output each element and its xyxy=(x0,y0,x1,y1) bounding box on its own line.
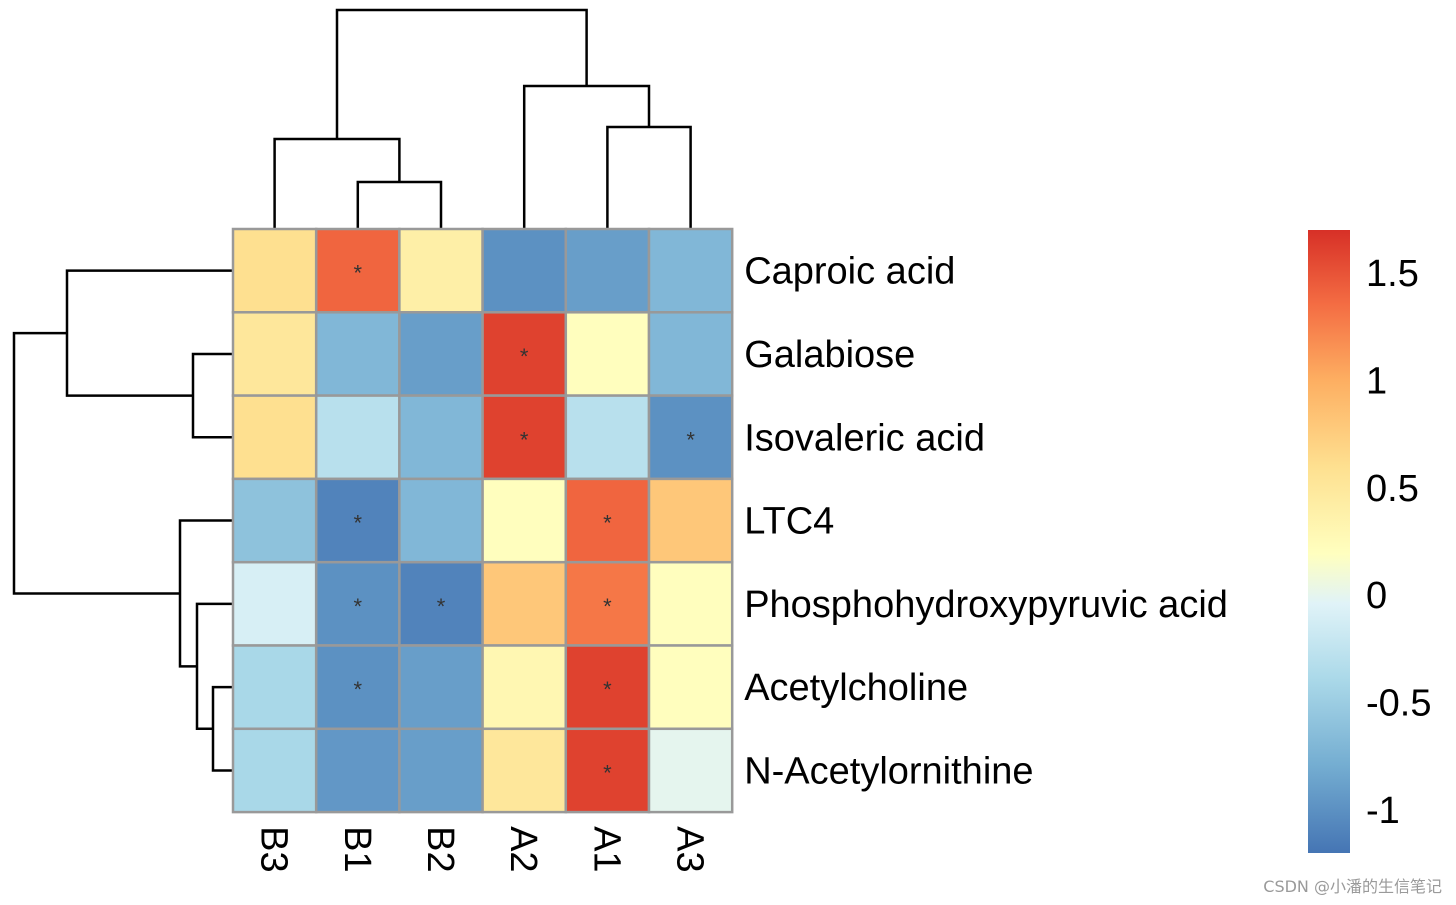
significance-star: * xyxy=(437,594,446,619)
row-dendrogram-branch xyxy=(195,602,233,731)
heatmap-cell xyxy=(398,644,484,731)
legend-tick-label: -0.5 xyxy=(1366,683,1431,725)
heatmap-cell xyxy=(481,727,568,814)
legend-tick-label: 0 xyxy=(1366,575,1387,617)
legend-tick-label: 1.5 xyxy=(1366,253,1419,295)
significance-star: * xyxy=(686,427,695,452)
row-dendrogram xyxy=(12,269,233,772)
heatmap-cell xyxy=(231,560,318,647)
column-dendrogram-branch xyxy=(522,84,651,229)
heatmap-cell xyxy=(314,727,401,814)
row-label: Galabiose xyxy=(744,334,915,376)
column-dendrogram-branch xyxy=(273,137,401,229)
heatmap-cell xyxy=(314,394,401,481)
column-dendrogram-branch xyxy=(356,180,443,229)
heatmap-cell xyxy=(398,560,484,647)
heatmap-cells xyxy=(231,227,734,814)
heatmap-cell xyxy=(481,311,568,397)
column-labels: B3 B1 B2 A2 A1 A3 xyxy=(253,826,711,872)
row-dendrogram-branch xyxy=(65,269,233,397)
heatmap-cell xyxy=(481,227,568,314)
heatmap-cell xyxy=(481,477,568,564)
row-dendrogram-branch xyxy=(191,352,233,439)
color-legend-bar xyxy=(1308,230,1350,853)
heatmap-cell xyxy=(647,644,734,731)
legend-tick-label: 1 xyxy=(1366,360,1387,402)
row-dendrogram-branch xyxy=(12,331,180,595)
significance-star: * xyxy=(520,427,529,452)
heatmap-cell xyxy=(231,644,318,731)
column-dendrogram-branch xyxy=(606,125,692,229)
significance-star: * xyxy=(603,677,612,702)
heatmap-cell xyxy=(398,311,484,397)
heatmap-cell xyxy=(481,560,568,647)
column-label: B1 xyxy=(336,826,378,872)
row-label: Acetylcholine xyxy=(744,667,968,709)
row-label: LTC4 xyxy=(744,501,834,543)
significance-star: * xyxy=(603,760,612,785)
row-dendrogram-branch xyxy=(178,519,233,668)
column-label: A3 xyxy=(669,826,711,872)
heatmap-cell xyxy=(647,311,734,397)
heatmap-cell xyxy=(647,227,734,314)
heatmap-cell xyxy=(231,477,318,564)
heatmap-cell xyxy=(564,311,651,397)
significance-star: * xyxy=(354,677,363,702)
heatmap-cell xyxy=(647,477,734,564)
significance-star: * xyxy=(520,344,529,369)
column-dendrogram xyxy=(273,8,692,229)
heatmap-cell xyxy=(564,394,651,481)
row-label: Caproic acid xyxy=(744,251,955,293)
watermark: CSDN @小潘的生信笔记 xyxy=(1263,877,1442,896)
heatmap-cell xyxy=(314,311,401,397)
heatmap-cell xyxy=(398,227,484,314)
heatmap-cell xyxy=(647,394,734,481)
column-label: A2 xyxy=(502,826,544,872)
color-legend-ticks: 1.5 1 0.5 0 -0.5 -1 xyxy=(1366,253,1431,832)
heatmap-cell xyxy=(314,644,401,731)
heatmap-cell xyxy=(398,394,484,481)
heatmap-cell xyxy=(564,477,651,564)
column-dendrogram-branch xyxy=(335,8,588,139)
heatmap-cell xyxy=(481,644,568,731)
significance-star: * xyxy=(603,594,612,619)
heatmap-cell xyxy=(398,477,484,564)
column-label: B3 xyxy=(253,826,295,872)
row-label: Isovaleric acid xyxy=(744,417,985,459)
heatmap-cell xyxy=(231,311,318,397)
significance-star: * xyxy=(354,594,363,619)
heatmap-cell xyxy=(398,727,484,814)
heatmap-cell xyxy=(647,727,734,814)
heatmap-cell xyxy=(564,227,651,314)
heatmap-cell xyxy=(231,394,318,481)
heatmap-cell xyxy=(314,227,401,314)
legend-tick-label: 0.5 xyxy=(1366,468,1419,510)
row-label: N-Acetylornithine xyxy=(744,750,1033,792)
significance-star: * xyxy=(354,511,363,536)
row-dendrogram-branch xyxy=(211,685,233,772)
row-labels: Caproic acid Galabiose Isovaleric acid LTC4… xyxy=(744,251,1228,793)
legend-tick-label: -1 xyxy=(1366,790,1400,832)
heatmap-cell xyxy=(647,560,734,647)
significance-star: * xyxy=(354,261,363,286)
significance-star: * xyxy=(603,511,612,536)
column-label: A1 xyxy=(585,826,627,872)
heatmap-cell xyxy=(231,227,318,314)
heatmap-cell xyxy=(564,727,651,814)
column-label: B2 xyxy=(419,826,461,872)
significance-marks: * * * * * * * * * * * * xyxy=(354,261,696,786)
heatmap-cell xyxy=(231,727,318,814)
color-legend: 1.5 1 0.5 0 -0.5 -1 xyxy=(1308,230,1431,853)
row-label: Phosphohydroxypyruvic acid xyxy=(744,584,1228,626)
